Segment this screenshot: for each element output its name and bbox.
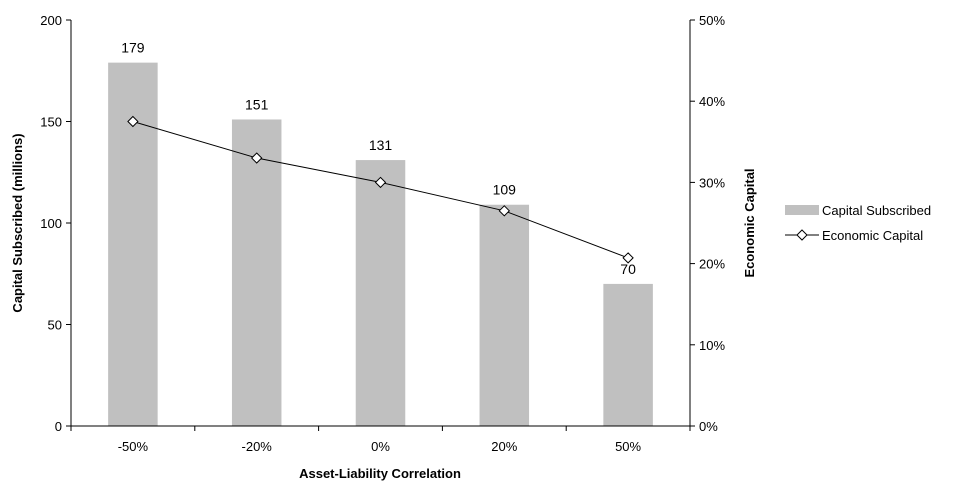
bar xyxy=(231,119,282,426)
line-point-marker xyxy=(374,176,387,189)
y-tick-label: 0 xyxy=(55,419,62,434)
x-tick-label: -50% xyxy=(118,439,149,454)
x-tick-label: 20% xyxy=(491,439,517,454)
bar xyxy=(355,160,406,426)
y-tick-label: 50 xyxy=(48,318,62,333)
bar-data-label: 131 xyxy=(369,137,393,153)
y2-tick-label: 20% xyxy=(699,257,725,272)
y2-tick-label: 0% xyxy=(699,419,718,434)
y2-tick-label: 30% xyxy=(699,175,725,190)
line-point-marker xyxy=(127,115,139,128)
x-tick-label: 50% xyxy=(615,439,641,454)
legend-label-economic-capital: Economic Capital xyxy=(822,228,923,243)
bar xyxy=(603,283,653,426)
axes: 0 50 100 150 200 0% 10% 20% 30% 40% 50% -50% -20% 0% 2… xyxy=(40,13,725,454)
legend-label-capital-subscribed: Capital Subscribed xyxy=(822,203,931,218)
y2-axis-title: Economic Capital xyxy=(742,168,757,277)
y-tick-label: 200 xyxy=(40,13,62,28)
line-series-economic-capital xyxy=(127,115,634,264)
legend-swatch-capital-subscribed xyxy=(785,205,819,215)
x-tick-label: 0% xyxy=(371,439,390,454)
bar-data-label: 70 xyxy=(620,261,636,277)
bar-data-label: 151 xyxy=(245,96,269,112)
x-axis-title: Asset-Liability Correlation xyxy=(299,466,461,481)
y-axis-title: Capital Subscribed (millions) xyxy=(10,133,25,312)
bar-series-capital-subscribed xyxy=(108,62,653,426)
bar-data-label: 109 xyxy=(493,182,517,198)
bar-data-label: 179 xyxy=(121,40,145,56)
y2-tick-label: 40% xyxy=(699,94,725,109)
legend-marker-diamond xyxy=(796,229,808,241)
x-tick-label: -20% xyxy=(242,439,273,454)
line-point-marker xyxy=(498,205,511,217)
bar xyxy=(479,204,530,426)
bar-data-labels: 179 151 131 109 70 xyxy=(121,40,636,277)
y-tick-label: 100 xyxy=(40,216,62,231)
y2-tick-label: 50% xyxy=(699,13,725,28)
line-point-marker xyxy=(250,152,263,164)
line-point-marker xyxy=(622,252,634,264)
y-tick-label: 150 xyxy=(40,115,62,130)
legend: Capital Subscribed Economic Capital xyxy=(785,203,931,243)
y2-tick-label: 10% xyxy=(699,338,725,353)
